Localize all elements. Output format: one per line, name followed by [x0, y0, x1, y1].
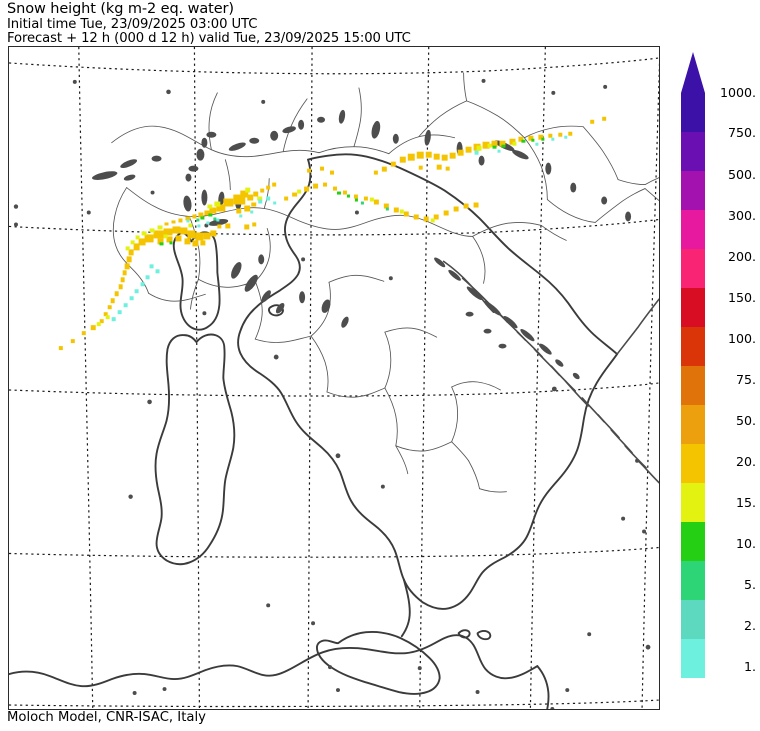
colorbar-band-5: [681, 483, 705, 522]
colorbar-band-12: [681, 210, 705, 249]
colorbar-band-10: [681, 288, 705, 327]
colorbar-band-7: [681, 405, 705, 444]
colorbar-band-6: [681, 444, 705, 483]
colorbar-tick-label: 300.: [727, 208, 756, 223]
colorbar-tick-label: 500.: [727, 167, 756, 182]
colorbar-band-3: [681, 561, 705, 600]
page-title: Snow height (kg m-2 eq. water): [7, 1, 234, 17]
map-canvas[interactable]: [9, 47, 659, 709]
colorbar-tick-label: 1000.: [719, 85, 756, 100]
colorbar-bands: [681, 93, 705, 678]
initial-time-label: Initial time Tue, 23/09/2025 03:00 UTC: [7, 16, 258, 32]
colorbar-max-arrow-icon: [681, 52, 705, 93]
colorbar-band-4: [681, 522, 705, 561]
coastline-layer: [9, 153, 619, 709]
colorbar-tick-label: 100.: [727, 331, 756, 346]
colorbar-band-1: [681, 639, 705, 678]
colorbar-band-15: [681, 93, 705, 132]
lakes-and-terrain-layer: [13, 78, 651, 709]
map-panel[interactable]: [8, 46, 660, 710]
forecast-validity-label: Forecast + 12 h (000 d 12 h) valid Tue, …: [7, 31, 411, 46]
colorbar-tick-label: 200.: [727, 249, 756, 264]
administrative-border-layer: [111, 72, 659, 493]
colorbar-tick-label: 15.: [735, 495, 756, 510]
chart-header: Snow height (kg m-2 eq. water) Initial t…: [7, 1, 647, 47]
colorbar-tick-labels: 1000. 750. 500. 300. 200. 150. 100. 75. 50. 20. 15…: [706, 52, 760, 678]
colorbar-tick-label: 150.: [727, 290, 756, 305]
colorbar-band-11: [681, 249, 705, 288]
colorbar-tick-label: 75.: [735, 372, 756, 387]
colorbar-band-9: [681, 327, 705, 366]
graticule-lines: [9, 47, 659, 709]
colorbar-band-2: [681, 600, 705, 639]
model-credit-label: Moloch Model, CNR-ISAC, Italy: [7, 710, 206, 725]
colorbar-tick-label: 50.: [735, 413, 756, 428]
colorbar-tick-label: 10.: [735, 536, 756, 551]
colorbar-band-14: [681, 132, 705, 171]
colorbar-band-13: [681, 171, 705, 210]
colorbar-tick-label: 2.: [743, 618, 756, 633]
colorbar-band-8: [681, 366, 705, 405]
colorbar-tick-label: 20.: [735, 454, 756, 469]
snow-height-data-layer: [58, 116, 607, 351]
colorbar-tick-label: 750.: [727, 125, 756, 140]
colorbar-tick-label: 5.: [743, 577, 756, 592]
colorbar: [681, 52, 705, 678]
colorbar-tick-label: 1.: [743, 659, 756, 674]
